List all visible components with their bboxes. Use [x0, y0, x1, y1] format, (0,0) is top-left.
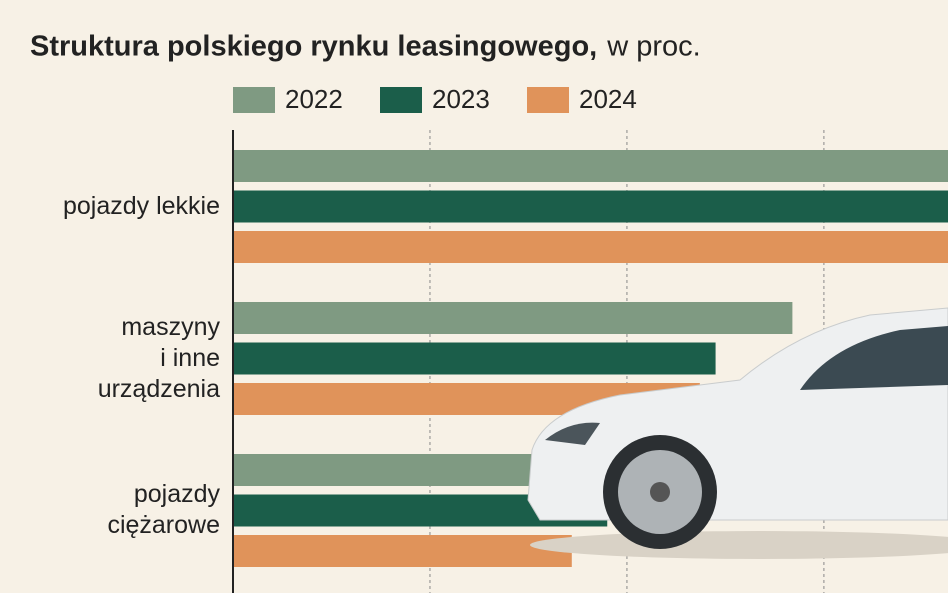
legend-swatch — [527, 87, 569, 113]
legend-swatch — [233, 87, 275, 113]
bar — [233, 190, 948, 223]
chart-title: Struktura polskiego rynku leasingowego, — [30, 31, 597, 63]
legend-label: 2022 — [285, 84, 343, 114]
legend-label: 2024 — [579, 84, 637, 114]
car-illustration — [527, 307, 948, 559]
bar — [233, 231, 948, 263]
bar — [233, 150, 948, 182]
chart-subtitle: w proc. — [606, 31, 700, 63]
legend-label: 2023 — [432, 84, 490, 114]
legend-swatch — [380, 87, 422, 113]
bar — [233, 342, 716, 375]
bar — [233, 454, 588, 486]
category-label: pojazdy lekkie — [62, 191, 220, 220]
bar — [233, 535, 572, 567]
bar — [233, 302, 793, 334]
category-label: pojazdy ciężarowe — [107, 480, 220, 539]
category-label: maszyny i inne urządzenia — [97, 312, 220, 403]
